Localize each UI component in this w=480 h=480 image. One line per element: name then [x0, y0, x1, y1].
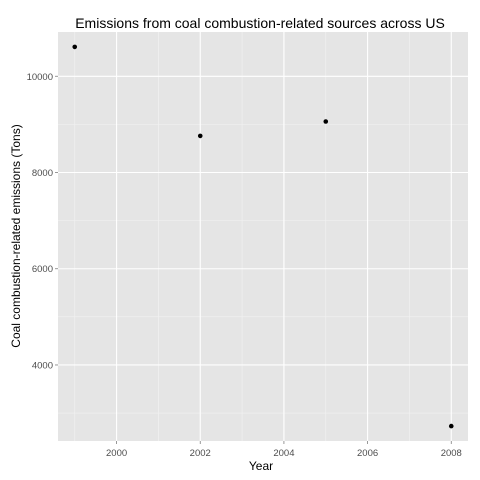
x-tick-label: 2008	[441, 448, 462, 459]
x-tick-label: 2006	[357, 448, 378, 459]
y-axis-ticks: 4000 6000 8000 10000	[27, 72, 58, 371]
data-point	[448, 423, 454, 429]
y-tick-label: 4000	[32, 360, 53, 371]
data-points	[72, 44, 454, 429]
grid-major	[58, 32, 468, 441]
y-tick-label: 8000	[32, 168, 53, 179]
x-tick-label: 2000	[106, 448, 127, 459]
plot-panel	[58, 32, 468, 441]
data-point	[323, 119, 329, 124]
x-axis-ticks: 2000 2002 2004 2006 2008	[106, 441, 462, 459]
y-tick-label: 10000	[27, 72, 53, 83]
x-axis-label: Year	[249, 459, 273, 473]
grid-minor	[58, 32, 468, 441]
y-axis-label: Coal combustion-related emissions (Tons)	[9, 124, 23, 347]
chart-title: Emissions from coal combustion-related s…	[75, 15, 445, 31]
data-point	[72, 44, 78, 50]
y-tick-label: 6000	[32, 264, 53, 275]
x-tick-label: 2002	[190, 448, 211, 459]
x-tick-label: 2004	[273, 448, 294, 459]
data-point	[197, 133, 203, 139]
